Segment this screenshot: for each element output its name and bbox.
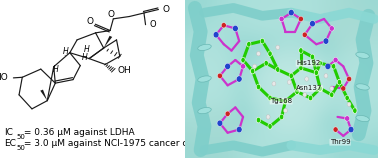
Ellipse shape — [333, 127, 338, 132]
Ellipse shape — [266, 115, 270, 119]
Ellipse shape — [299, 65, 303, 71]
Ellipse shape — [213, 32, 219, 38]
Ellipse shape — [356, 84, 369, 90]
Text: = 3.0 μM against NCI-1975 cancer cells: = 3.0 μM against NCI-1975 cancer cells — [21, 139, 203, 148]
Ellipse shape — [295, 89, 299, 94]
Ellipse shape — [260, 38, 265, 44]
Ellipse shape — [314, 70, 318, 76]
Ellipse shape — [268, 124, 272, 129]
Text: H: H — [53, 65, 59, 74]
Ellipse shape — [279, 16, 284, 22]
Ellipse shape — [272, 82, 276, 86]
Text: Thr99: Thr99 — [330, 139, 350, 145]
Ellipse shape — [314, 70, 318, 76]
Ellipse shape — [330, 92, 334, 98]
Ellipse shape — [284, 98, 288, 104]
Ellipse shape — [251, 68, 255, 74]
Ellipse shape — [232, 25, 238, 32]
Ellipse shape — [247, 41, 251, 47]
Text: H: H — [84, 45, 90, 54]
Ellipse shape — [318, 60, 322, 66]
Ellipse shape — [318, 86, 322, 91]
Text: IC: IC — [4, 128, 12, 137]
Ellipse shape — [345, 116, 350, 121]
Text: 50: 50 — [16, 134, 25, 140]
Ellipse shape — [236, 76, 242, 82]
Text: 50: 50 — [16, 145, 25, 151]
Text: Asn137: Asn137 — [296, 85, 322, 91]
Ellipse shape — [341, 86, 346, 91]
Ellipse shape — [217, 73, 222, 79]
Ellipse shape — [305, 77, 308, 81]
Ellipse shape — [345, 95, 349, 101]
Ellipse shape — [251, 68, 255, 74]
Ellipse shape — [303, 93, 307, 97]
Ellipse shape — [198, 76, 211, 82]
Ellipse shape — [256, 84, 260, 90]
Text: OH: OH — [117, 66, 131, 75]
Ellipse shape — [325, 63, 331, 70]
Ellipse shape — [302, 32, 307, 37]
Text: EC: EC — [4, 139, 15, 148]
Ellipse shape — [324, 74, 328, 78]
Text: Ḥ: Ḥ — [62, 47, 68, 56]
Ellipse shape — [284, 108, 287, 113]
Ellipse shape — [298, 16, 304, 22]
Ellipse shape — [217, 120, 223, 126]
Text: O: O — [162, 5, 169, 14]
Ellipse shape — [347, 102, 351, 106]
Text: = 0.36 μM against LDHA: = 0.36 μM against LDHA — [21, 128, 135, 137]
Ellipse shape — [279, 114, 284, 120]
Ellipse shape — [323, 38, 329, 44]
Polygon shape — [40, 90, 47, 101]
Ellipse shape — [329, 26, 334, 31]
Ellipse shape — [256, 117, 260, 123]
Text: HO: HO — [0, 73, 8, 82]
Ellipse shape — [310, 54, 314, 60]
Ellipse shape — [268, 51, 272, 57]
Ellipse shape — [308, 95, 313, 101]
Polygon shape — [104, 36, 112, 48]
Ellipse shape — [333, 57, 338, 63]
Ellipse shape — [353, 108, 357, 113]
Ellipse shape — [284, 98, 288, 104]
Ellipse shape — [221, 23, 226, 28]
Ellipse shape — [236, 126, 242, 133]
Ellipse shape — [287, 80, 291, 84]
Ellipse shape — [356, 52, 369, 58]
Ellipse shape — [332, 64, 336, 69]
Ellipse shape — [276, 67, 280, 72]
Ellipse shape — [240, 64, 246, 69]
Ellipse shape — [198, 44, 211, 51]
Ellipse shape — [225, 63, 231, 70]
Ellipse shape — [310, 21, 315, 27]
Ellipse shape — [289, 73, 293, 79]
Ellipse shape — [268, 95, 272, 101]
Text: O: O — [108, 10, 115, 19]
Ellipse shape — [253, 64, 257, 69]
Text: O: O — [86, 17, 93, 26]
Ellipse shape — [264, 60, 268, 66]
Ellipse shape — [356, 115, 369, 122]
Ellipse shape — [318, 86, 322, 91]
Text: O: O — [149, 20, 156, 29]
Text: H: H — [82, 53, 87, 62]
Text: Tg168: Tg168 — [270, 98, 292, 104]
Ellipse shape — [337, 79, 342, 85]
Ellipse shape — [330, 86, 334, 91]
Ellipse shape — [348, 126, 354, 133]
Ellipse shape — [337, 79, 342, 85]
Ellipse shape — [257, 52, 260, 56]
Ellipse shape — [276, 45, 280, 50]
Ellipse shape — [241, 57, 245, 63]
Ellipse shape — [299, 48, 303, 53]
Ellipse shape — [225, 111, 230, 116]
Ellipse shape — [288, 9, 294, 16]
Ellipse shape — [198, 107, 211, 114]
Text: His192: His192 — [296, 60, 320, 66]
Ellipse shape — [295, 89, 299, 94]
Ellipse shape — [347, 76, 352, 82]
